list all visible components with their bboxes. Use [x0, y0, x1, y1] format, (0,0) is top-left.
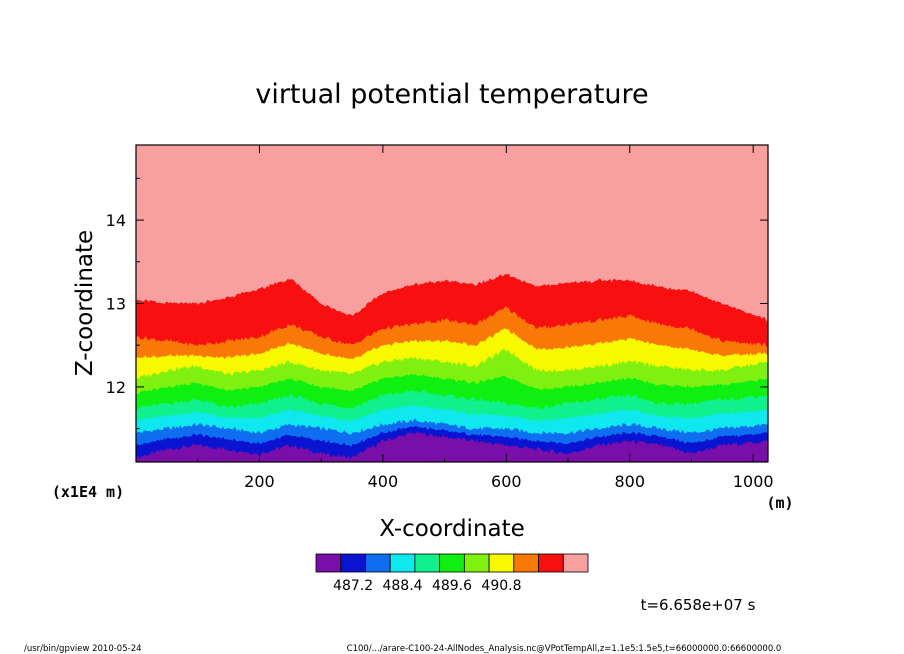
x-axis: 200 400 600 800 1000 [197, 145, 774, 491]
y-tick-label: 12 [106, 378, 126, 397]
colorbar-label: 487.2 [333, 578, 373, 594]
y-axis: 12 13 14 [106, 177, 768, 430]
colorbar-swatch [414, 553, 441, 573]
colorbar-swatch [488, 553, 515, 573]
y-tick-label: 14 [106, 211, 126, 230]
colorbar-swatch [562, 553, 589, 573]
x-tick-label: 800 [614, 472, 645, 491]
chart-title: virtual potential temperature [255, 79, 648, 110]
y-axis-units: (x1E4 m) [52, 483, 124, 501]
footer-left: /usr/bin/gpview 2010-05-24 [24, 644, 142, 654]
x-tick-label: 600 [491, 472, 522, 491]
colorbar-swatch [340, 553, 366, 573]
colorbar-swatch [513, 553, 539, 573]
colorbar-swatch [365, 553, 391, 573]
x-tick-label: 200 [244, 472, 275, 491]
band-top-pale [136, 145, 768, 175]
colorbar-label: 490.8 [481, 578, 521, 594]
x-tick-label: 400 [368, 472, 399, 491]
x-axis-label: X-coordinate [379, 516, 525, 542]
contour-fill [136, 145, 768, 462]
time-annotation: t=6.658e+07 s [641, 596, 756, 614]
y-tick-label: 13 [106, 295, 126, 314]
x-tick-label: 1000 [733, 472, 774, 491]
colorbar-swatch [538, 553, 564, 573]
x-axis-units: (m) [766, 494, 793, 512]
colorbar-label: 489.6 [432, 578, 472, 594]
footer-right: C100/.../arare-C100-24-AllNodes_Analysis… [347, 644, 782, 654]
colorbar-swatch [389, 553, 416, 573]
colorbar-swatch [439, 553, 465, 573]
colorbar: 487.2 488.4 489.6 490.8 [315, 553, 589, 594]
y-axis-label: Z-coordinate [72, 230, 98, 376]
colorbar-swatch [463, 553, 490, 573]
band-below-487.2 [136, 431, 768, 462]
colorbar-label: 488.4 [382, 578, 422, 594]
colorbar-swatch [315, 553, 342, 573]
